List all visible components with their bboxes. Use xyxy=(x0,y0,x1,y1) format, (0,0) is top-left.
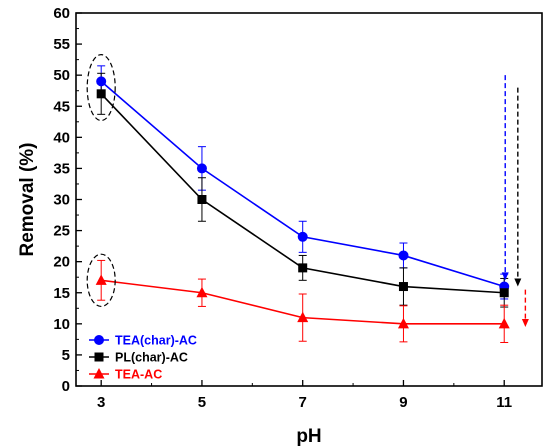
highlight-ellipse-2 xyxy=(86,253,116,308)
y-tick-label: 50 xyxy=(53,67,70,84)
marker-pl-char-ac-ph5 xyxy=(197,195,207,204)
x-tick-label: 3 xyxy=(97,394,105,411)
legend-label: TEA(char)-AC xyxy=(115,334,197,348)
dashed-arrow-3 xyxy=(521,289,529,327)
x-axis-title: pH xyxy=(296,426,321,447)
x-tick-label: 7 xyxy=(299,394,307,411)
y-tick-label: 60 xyxy=(53,5,70,22)
marker-tea-char-ac-ph3 xyxy=(96,76,107,87)
y-tick-label: 5 xyxy=(62,347,70,364)
dashed-arrow-2 xyxy=(514,87,522,287)
x-tick-label: 9 xyxy=(399,394,407,411)
y-tick-label: 15 xyxy=(53,285,70,302)
y-axis-title: Removal (%) xyxy=(17,142,38,256)
legend-label: TEA-AC xyxy=(115,368,162,382)
marker-pl-char-ac-ph11 xyxy=(499,288,509,298)
series-lines xyxy=(100,80,505,325)
y-tick-label: 30 xyxy=(53,192,70,209)
annotations xyxy=(86,54,529,327)
y-tick-label: 0 xyxy=(62,378,70,395)
legend-item-tea-ac: TEA-AC xyxy=(89,368,162,382)
marker-tea-ac-ph11 xyxy=(498,317,510,329)
y-tick-label: 25 xyxy=(53,223,70,240)
marker-tea-char-ac-ph5 xyxy=(196,163,207,174)
legend-marker xyxy=(94,352,104,362)
legend-item-tea-char-ac: TEA(char)-AC xyxy=(89,334,197,348)
y-tick-label: 40 xyxy=(53,129,70,146)
x-tick-label: 5 xyxy=(198,394,206,411)
marker-tea-char-ac-ph7 xyxy=(297,231,308,242)
marker-pl-char-ac-ph9 xyxy=(398,282,408,292)
legend: TEA(char)-AC PL(char)-AC TEA-AC xyxy=(89,334,197,382)
data-markers xyxy=(95,76,510,329)
error-bars xyxy=(97,65,509,343)
y-tick-label: 35 xyxy=(53,160,70,177)
legend-marker xyxy=(93,368,105,379)
x-tick-label: 11 xyxy=(496,394,512,411)
legend-marker xyxy=(94,335,104,345)
legend-label: PL(char)-AC xyxy=(115,351,188,365)
marker-tea-ac-ph3 xyxy=(95,274,107,285)
y-tick-label: 45 xyxy=(53,98,70,115)
marker-tea-char-ac-ph9 xyxy=(398,250,409,261)
marker-pl-char-ac-ph7 xyxy=(298,263,308,273)
marker-tea-ac-ph9 xyxy=(397,317,409,329)
marker-tea-ac-ph7 xyxy=(297,311,309,323)
y-tick-label: 20 xyxy=(53,254,70,271)
marker-tea-ac-ph5 xyxy=(196,286,208,298)
marker-pl-char-ac-ph3 xyxy=(96,89,106,99)
y-tick-label: 55 xyxy=(53,36,70,53)
highlight-ellipse-1 xyxy=(86,54,116,122)
legend-item-pl-char-ac: PL(char)-AC xyxy=(89,351,188,365)
y-tick-label: 10 xyxy=(53,316,70,333)
plot-frame xyxy=(75,12,543,387)
dashed-arrow-1 xyxy=(501,75,509,281)
